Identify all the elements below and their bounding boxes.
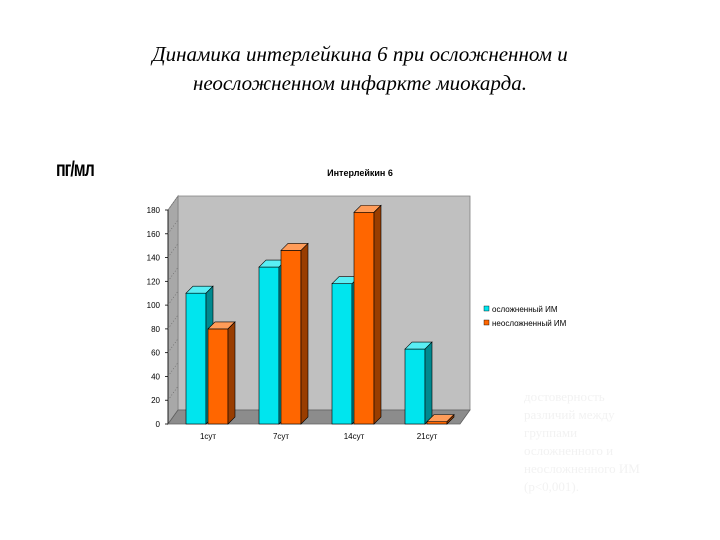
x-tick-label: 1сут xyxy=(200,432,216,441)
bar-uncomplicated xyxy=(353,212,375,425)
y-tick-label: 180 xyxy=(147,206,161,215)
x-tick-label: 7сут xyxy=(273,432,289,441)
y-tick-label: 20 xyxy=(151,396,160,405)
chart-title: Интерлейкин 6 xyxy=(327,168,393,178)
bar-complicated xyxy=(404,348,426,425)
note-line: (р<0,001). xyxy=(524,479,579,494)
slide-title-line-2: неосложненном инфаркте миокарда. xyxy=(192,71,528,95)
y-tick-label: 160 xyxy=(147,230,161,239)
x-tick-label: 21сут xyxy=(417,432,438,441)
bar-side xyxy=(424,341,433,425)
plot-side-wall xyxy=(167,194,179,426)
slide-title: Динамика интерлейкина 6 при осложненном … xyxy=(40,40,680,98)
y-tick-label: 0 xyxy=(156,420,161,429)
y-tick-label: 40 xyxy=(151,372,160,381)
note-line: различий между xyxy=(524,407,615,422)
note-line: осложненного и xyxy=(524,443,614,458)
legend-swatch xyxy=(483,319,490,326)
legend-label: осложненный ИМ xyxy=(492,305,558,314)
y-tick-label: 100 xyxy=(147,301,161,310)
legend-label: неосложненный ИМ xyxy=(492,319,567,328)
y-unit-label: пг/мл xyxy=(56,159,95,182)
slide-title-line-1: Динамика интерлейкина 6 при осложненном … xyxy=(152,42,568,66)
bar-uncomplicated xyxy=(426,421,448,425)
legend-swatch xyxy=(483,305,490,312)
y-tick-label: 140 xyxy=(147,254,161,263)
note-line: группами xyxy=(524,425,578,440)
bar-side xyxy=(373,204,382,425)
x-tick-label: 14сут xyxy=(344,432,365,441)
bar-side xyxy=(227,321,236,425)
bar-side xyxy=(300,242,309,425)
bar-complicated xyxy=(331,283,353,425)
bar-complicated xyxy=(185,292,207,425)
y-tick-label: 60 xyxy=(151,349,160,358)
y-tick-label: 120 xyxy=(147,277,161,286)
bar-side xyxy=(446,413,455,425)
bar-uncomplicated xyxy=(207,328,229,425)
bar-complicated xyxy=(258,266,280,425)
bar-uncomplicated xyxy=(280,250,302,425)
note-line: неосложненного ИМ xyxy=(524,461,640,476)
note-line: достоверность xyxy=(524,389,605,404)
significance-note: достоверность различий между группами ослож… xyxy=(524,388,694,496)
y-tick-label: 80 xyxy=(151,325,160,334)
